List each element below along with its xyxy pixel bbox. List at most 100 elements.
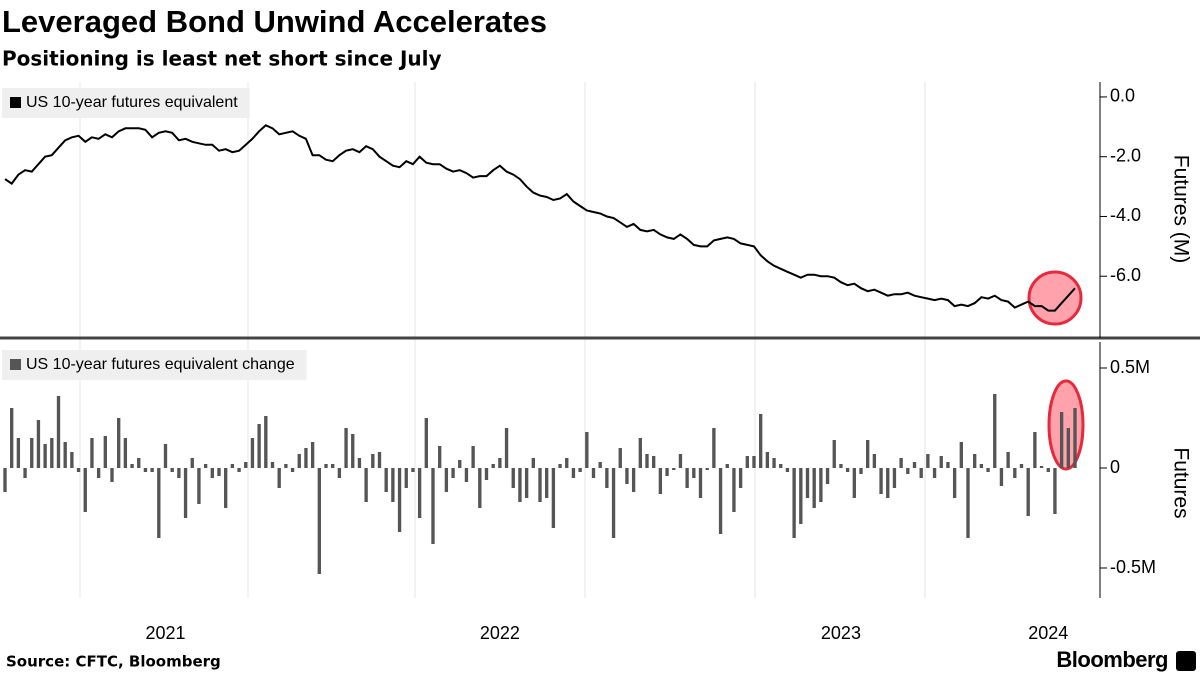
bar — [665, 468, 669, 476]
bar — [551, 468, 556, 528]
bar — [351, 434, 355, 468]
bar — [872, 454, 877, 468]
bar — [598, 462, 602, 468]
chart-title: Leveraged Bond Unwind Accelerates — [2, 4, 547, 39]
bar — [284, 464, 288, 468]
bar — [966, 468, 970, 538]
bar — [718, 468, 723, 534]
bar — [217, 468, 221, 476]
bar — [993, 394, 997, 468]
bar — [224, 468, 228, 508]
bar — [759, 414, 763, 468]
bar — [3, 468, 7, 492]
legend-swatch — [10, 359, 21, 370]
bar — [926, 454, 930, 468]
bar — [886, 468, 890, 498]
bar — [491, 464, 495, 468]
bar — [83, 468, 87, 512]
bar — [605, 468, 609, 488]
bar — [150, 468, 154, 472]
y-axis-title: Futures (M) — [1169, 155, 1192, 264]
bar — [652, 456, 656, 468]
bar — [277, 468, 281, 488]
bar — [270, 462, 275, 468]
bar — [585, 432, 589, 468]
bar — [170, 468, 174, 472]
bar — [377, 452, 382, 468]
bar — [799, 468, 803, 524]
bar — [866, 440, 870, 468]
bar — [30, 438, 34, 468]
bar — [531, 458, 535, 468]
bar — [23, 468, 27, 478]
highlight-circle — [1047, 379, 1085, 471]
bar — [324, 464, 328, 468]
bar — [611, 468, 616, 538]
bar — [76, 468, 81, 472]
bar — [96, 468, 101, 478]
bar — [839, 464, 843, 468]
bar — [384, 468, 388, 492]
bar — [237, 468, 241, 472]
bar — [571, 468, 576, 478]
bar — [337, 468, 342, 478]
bar — [1053, 468, 1057, 514]
bar — [845, 468, 850, 472]
bar — [725, 464, 729, 468]
brand: Bloomberg — [1056, 647, 1168, 672]
bar — [137, 458, 141, 468]
bar — [752, 456, 756, 468]
bar — [70, 452, 74, 468]
legend-label: US 10-year futures equivalent — [26, 94, 238, 111]
bar — [625, 468, 629, 484]
x-tick-label: 2023 — [821, 623, 861, 643]
bar — [919, 468, 923, 478]
bar — [825, 468, 830, 484]
bar — [832, 440, 836, 468]
bar — [999, 468, 1004, 486]
legend-box — [2, 88, 250, 118]
bar — [698, 468, 703, 498]
bar — [371, 454, 375, 468]
bar — [906, 468, 910, 474]
bar — [524, 468, 529, 498]
bar — [163, 444, 168, 468]
bar — [157, 468, 161, 538]
bar — [210, 468, 214, 478]
bar — [1006, 452, 1010, 468]
bar — [591, 468, 596, 478]
bar — [484, 468, 489, 480]
bar — [177, 468, 181, 478]
bar — [678, 454, 683, 468]
bar — [1033, 432, 1037, 468]
bar — [471, 446, 475, 468]
bar — [10, 408, 14, 468]
bar — [117, 418, 121, 468]
bar — [63, 442, 67, 468]
bar — [538, 468, 542, 502]
bar — [90, 438, 94, 468]
bar — [230, 464, 235, 468]
bar — [364, 468, 368, 502]
bar — [772, 458, 776, 468]
bar — [438, 446, 442, 468]
bar — [444, 468, 449, 492]
bar — [36, 420, 41, 468]
bar — [1026, 468, 1030, 516]
bar — [511, 468, 515, 488]
bar — [1066, 428, 1070, 468]
bar — [451, 468, 455, 478]
bar — [685, 468, 689, 488]
bar — [638, 438, 642, 468]
bar — [250, 438, 255, 468]
x-grid — [79, 82, 926, 598]
bar — [518, 468, 522, 502]
y-tick-label: -4.0 — [1110, 205, 1141, 225]
brand-icon — [1176, 651, 1196, 671]
source: Source: CFTC, Bloomberg — [6, 653, 221, 671]
bar — [290, 468, 295, 472]
bar — [411, 468, 415, 472]
highlight-circle — [1027, 270, 1083, 326]
bar — [812, 468, 816, 508]
bar — [545, 468, 549, 498]
